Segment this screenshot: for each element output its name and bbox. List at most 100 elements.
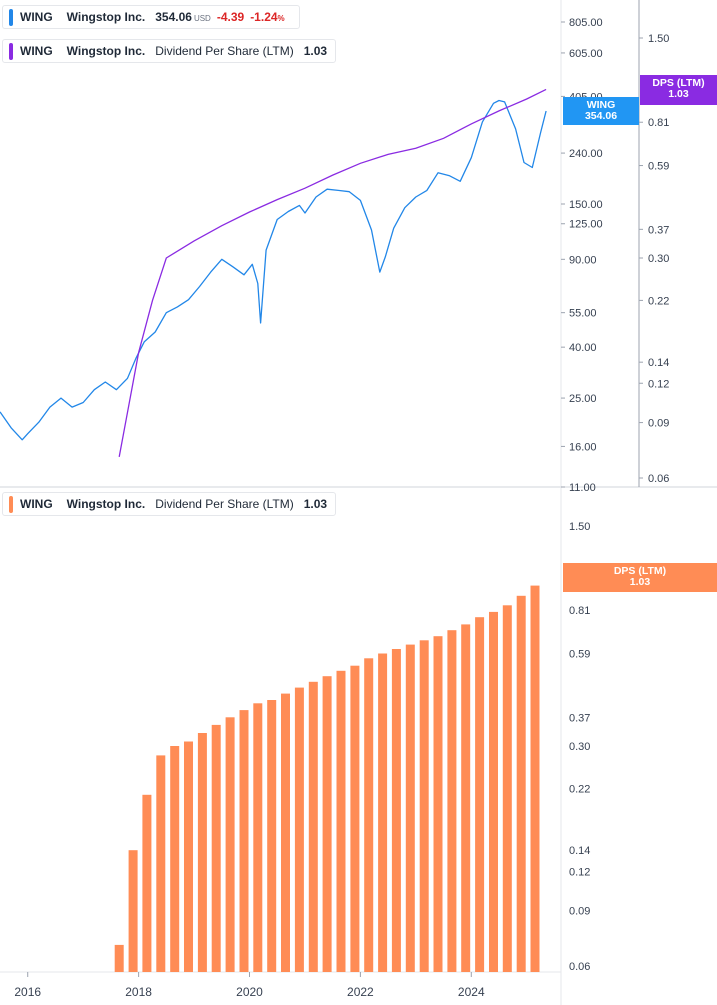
bar-axis-tick-label: 0.59 [569,649,590,661]
price-tag-ticker: WING [586,99,616,111]
dps-bar [294,687,304,972]
legend-dps-swatch [9,42,13,60]
legend-ticker: WING [20,10,53,24]
legend-dps-value: 1.03 [303,497,328,511]
dps-bar [336,670,346,972]
dps-line-tag-value: 1.03 [668,88,689,100]
dps-bar [489,611,498,972]
dps-bar [239,710,249,972]
dps-bar [350,665,360,972]
bar-axis-tick-label: 0.09 [569,906,590,918]
bar-axis-tick-label: 0.12 [569,866,590,878]
legend-price-swatch [9,8,13,26]
dps-bar [267,700,277,972]
dps-bar [308,681,318,972]
dps-bar [253,703,263,972]
dps-tick-label: 0.12 [648,378,669,390]
price-series-line [0,99,547,441]
bar-axis-tick-label: 0.06 [569,961,590,973]
x-tick-label: 2016 [14,985,41,999]
price-tick-label: 40.00 [569,342,597,354]
dps-bar [225,717,235,972]
legend-ticker: WING [20,44,53,58]
dps-tick-label: 0.81 [648,117,669,129]
price-tick-label: 25.00 [569,393,597,405]
dps-bar [128,850,138,972]
dps-bar [419,640,429,972]
price-tick-label: 11.00 [569,482,596,494]
legend-dps-line[interactable]: WING Wingstop Inc. Dividend Per Share (L… [2,39,337,63]
legend-price-value: 354.06 [155,10,192,24]
dps-tick-label: 0.06 [648,473,669,485]
series-lines [0,88,547,458]
legend-dps-value: 1.03 [303,44,328,58]
dps-bar [281,693,290,972]
dps-bar [461,624,471,972]
dps-bar [516,595,526,972]
legend-currency: USD [193,14,211,23]
price-tick-label: 16.00 [569,441,597,453]
dps-bar [433,636,443,972]
bar-axis-tick-label: 0.30 [569,741,590,753]
dps-bars [114,585,540,972]
bar-axis-tick-label: 0.37 [569,712,590,724]
legend-change: -4.39 [216,10,245,24]
dps-bar [156,755,166,972]
legend-pct-suffix: % [277,14,285,23]
legend-metric: Dividend Per Share (LTM) [155,497,294,511]
dps-line-tag: DPS (LTM) 1.03 [640,75,717,105]
price-tag: WING 354.06 [563,97,639,125]
dps-tick-label: 1.50 [648,33,669,45]
x-tick-label: 2020 [236,985,263,999]
dps-bar [170,746,180,972]
bar-axis-tick-label: 0.81 [569,605,590,617]
dps-bar [405,644,415,972]
dps-bar [197,733,207,972]
dps-bar [530,585,540,972]
dps-bar-tag-label: DPS (LTM) [613,565,667,577]
legend-change-pct: -1.24% [250,10,284,24]
dps-bar [378,653,388,972]
dps-tick-label: 0.59 [648,161,669,173]
x-tick-label: 2018 [125,985,152,999]
price-tick-label: 805.00 [569,17,603,29]
dps-bar-tag: DPS (LTM) 1.03 [563,563,717,592]
price-tick-label: 150.00 [569,199,603,211]
legend-company: Wingstop Inc. [66,10,146,24]
dps-line-tag-label: DPS (LTM) [652,77,705,89]
dps-bar [211,724,221,972]
dps-bar [114,944,124,972]
price-tick-label: 240.00 [569,148,603,160]
dps-tick-label: 0.14 [648,357,669,369]
dps-tick-label: 0.37 [648,224,669,236]
price-tick-label: 125.00 [569,219,603,231]
legend-company: Wingstop Inc. [66,497,146,511]
x-tick-label: 2022 [347,985,374,999]
legend-bars-swatch [9,495,13,513]
legend-company: Wingstop Inc. [66,44,146,58]
legend-metric: Dividend Per Share (LTM) [155,44,294,58]
dps-series-line [118,88,547,458]
price-tag-value: 354.06 [584,110,618,122]
dps-bar [447,630,457,972]
price-tick-label: 55.00 [569,308,597,320]
dps-tick-label: 0.30 [648,253,669,265]
x-tick-label: 2024 [458,985,485,999]
price-tick-label: 90.00 [569,254,597,266]
dps-bar-tag-value: 1.03 [629,576,651,588]
dps-tick-label: 0.22 [648,295,669,307]
legend-dps-bars[interactable]: WING Wingstop Inc. Dividend Per Share (L… [2,492,337,516]
legend-change-pct-value: -1.24 [250,10,278,24]
dps-bar [322,676,332,972]
dps-bar [184,741,193,972]
bar-axis-tick-label: 0.14 [569,845,590,857]
dps-bar [475,617,485,972]
dps-bar [502,605,512,972]
legend-ticker: WING [20,497,53,511]
dps-bar [142,794,152,972]
legend-price[interactable]: WING Wingstop Inc. 354.06 USD -4.39 -1.2… [2,5,300,29]
dps-bar [391,649,401,972]
bar-axis-tick-label: 0.22 [569,783,590,795]
